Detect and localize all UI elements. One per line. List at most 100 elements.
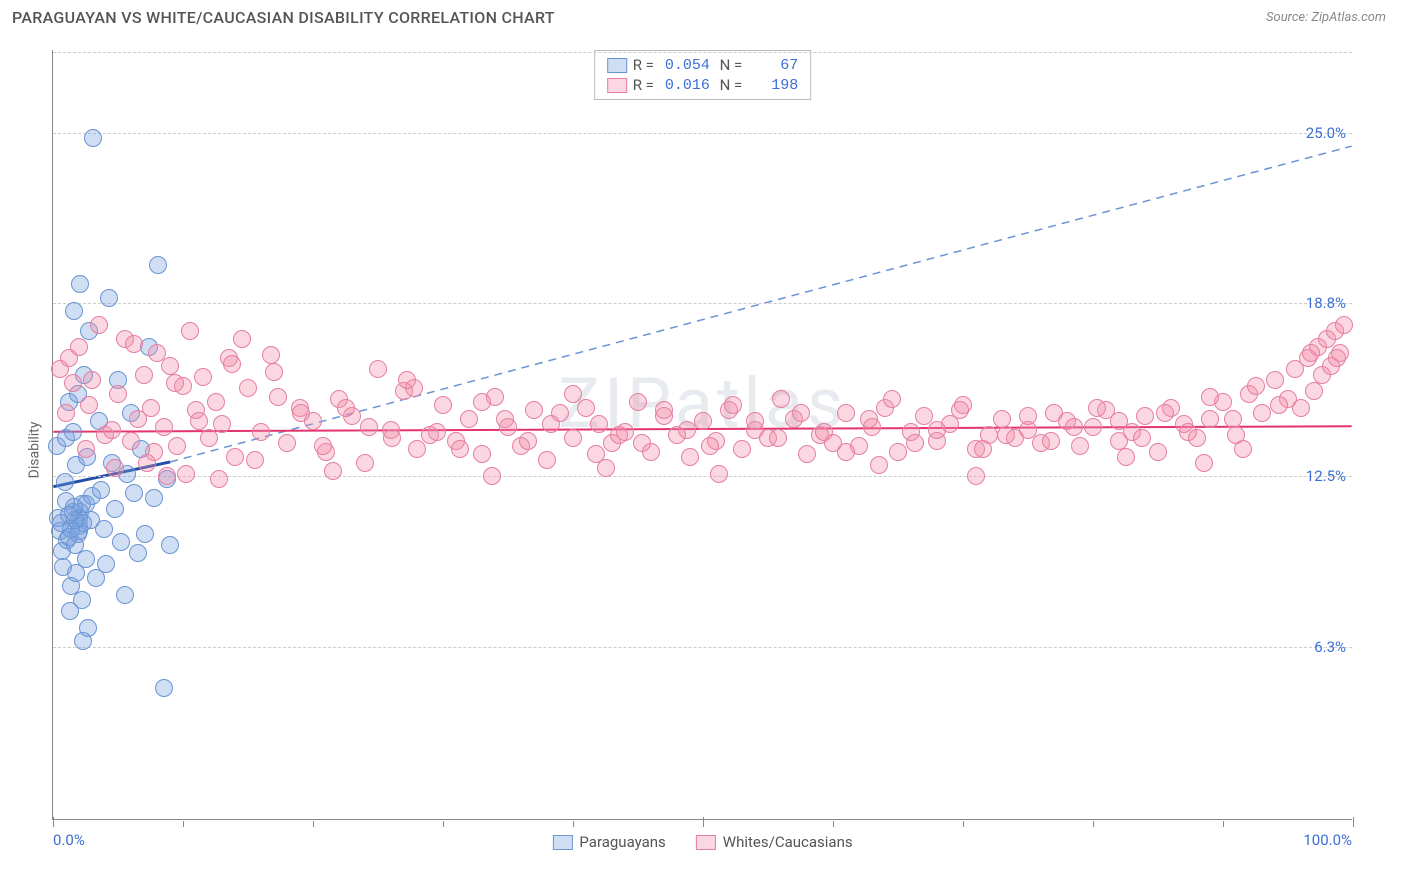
data-point [610, 426, 628, 444]
data-point [166, 374, 184, 392]
x-tick [443, 821, 444, 827]
data-point [398, 371, 416, 389]
data-point [83, 371, 101, 389]
data-point [369, 360, 387, 378]
data-point [769, 429, 787, 447]
data-point [314, 437, 332, 455]
gridline [53, 303, 1352, 304]
data-point [138, 454, 156, 472]
data-point [1149, 443, 1167, 461]
data-point [870, 456, 888, 474]
data-point [629, 393, 647, 411]
data-point [1302, 344, 1320, 362]
data-point [428, 423, 446, 441]
data-point [356, 454, 374, 472]
data-point [60, 506, 78, 524]
data-point [269, 388, 287, 406]
data-point [103, 421, 121, 439]
gridline [53, 133, 1352, 134]
data-point [226, 448, 244, 466]
swatch-paraguayans [607, 58, 627, 73]
data-point [1110, 412, 1128, 430]
data-point [655, 401, 673, 419]
data-point [77, 550, 95, 568]
data-point [1136, 407, 1154, 425]
x-tick [833, 821, 834, 827]
data-point [207, 393, 225, 411]
data-point [473, 445, 491, 463]
data-point [577, 399, 595, 417]
data-point [883, 390, 901, 408]
data-point [233, 330, 251, 348]
stats-row-0: R = 0.054 N = 67 [607, 55, 799, 75]
data-point [1305, 382, 1323, 400]
data-point [1065, 418, 1083, 436]
data-point [710, 465, 728, 483]
data-point [906, 434, 924, 452]
x-tick [1223, 821, 1224, 827]
data-point [262, 346, 280, 364]
legend-item-1: Whites/Caucasians [696, 833, 853, 851]
data-point [519, 432, 537, 450]
data-point [129, 544, 147, 562]
data-point [792, 404, 810, 422]
data-point [194, 368, 212, 386]
stat-label-r: R = [633, 76, 654, 94]
data-point [142, 399, 160, 417]
data-point [292, 404, 310, 422]
data-point [1156, 404, 1174, 422]
data-point [460, 410, 478, 428]
data-point [161, 357, 179, 375]
data-point [265, 363, 283, 381]
data-point [1042, 432, 1060, 450]
x-tick [53, 817, 54, 827]
data-point [860, 410, 878, 428]
data-point [1071, 437, 1089, 455]
data-point [64, 423, 82, 441]
data-point [90, 316, 108, 334]
y-tick-label: 12.5% [1306, 467, 1346, 485]
data-point [65, 302, 83, 320]
data-point [542, 415, 560, 433]
data-point [100, 289, 118, 307]
data-point [633, 434, 651, 452]
plot-area: ZIPatlas R = 0.054 N = 67 R = 0.016 N = … [52, 50, 1352, 820]
data-point [158, 467, 176, 485]
data-point [1234, 440, 1252, 458]
data-point [80, 396, 98, 414]
data-point [77, 440, 95, 458]
data-point [564, 429, 582, 447]
data-point [434, 396, 452, 414]
data-point [681, 448, 699, 466]
stat-label-n: N = [716, 56, 742, 74]
data-point [1019, 407, 1037, 425]
data-point [951, 401, 969, 419]
data-point [324, 462, 342, 480]
data-point [408, 440, 426, 458]
data-point [155, 418, 173, 436]
x-tick [573, 821, 574, 827]
data-point [57, 404, 75, 422]
data-point [837, 443, 855, 461]
data-point [223, 355, 241, 373]
data-point [974, 440, 992, 458]
data-point [496, 410, 514, 428]
stat-n-0: 67 [748, 57, 798, 74]
stat-r-1: 0.016 [660, 77, 710, 94]
data-point [1266, 371, 1284, 389]
data-point [597, 459, 615, 477]
stat-r-0: 0.054 [660, 57, 710, 74]
data-point [252, 423, 270, 441]
data-point [997, 426, 1015, 444]
data-point [1117, 448, 1135, 466]
data-point [815, 423, 833, 441]
data-point [71, 275, 89, 293]
stat-n-1: 198 [748, 77, 798, 94]
stats-legend: R = 0.054 N = 67 R = 0.016 N = 198 [594, 50, 812, 100]
data-point [701, 437, 719, 455]
data-point [64, 374, 82, 392]
data-point [1224, 410, 1242, 428]
data-point [1253, 404, 1271, 422]
data-point [590, 415, 608, 433]
data-point [106, 459, 124, 477]
